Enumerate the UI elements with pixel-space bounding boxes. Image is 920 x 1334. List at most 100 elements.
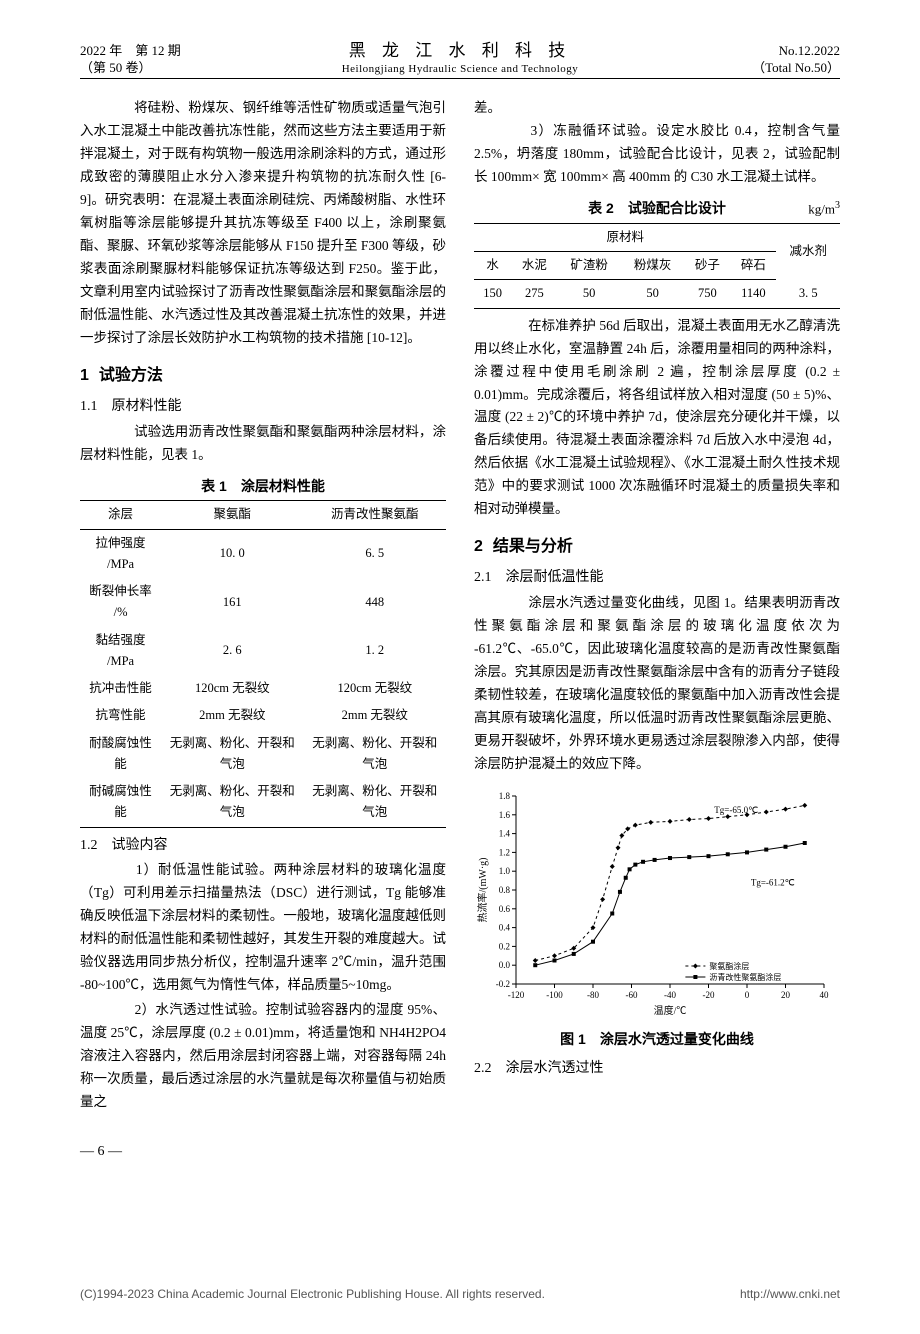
svg-text:1.4: 1.4	[499, 828, 511, 838]
table-cell: 2. 6	[161, 627, 303, 676]
table-header: 聚氨酯	[161, 501, 303, 529]
table-cell: 拉伸强度 /MPa	[80, 529, 161, 578]
table-cell: 抗弯性能	[80, 702, 161, 729]
svg-text:0: 0	[745, 990, 750, 1000]
header-right: No.12.2022 （Total No.50）	[660, 43, 840, 77]
table-cell: 50	[621, 280, 684, 308]
subsection-2-2: 2.2 涂层水汽透过性	[474, 1057, 840, 1081]
section-1-heading: 1试验方法	[80, 362, 446, 389]
table-row: 断裂伸长率 /%161448	[80, 578, 446, 627]
cnki-url: http://www.cnki.net	[740, 1284, 840, 1304]
journal-header: 2022 年 第 12 期 （第 50 卷） 黑 龙 江 水 利 科 技 Hei…	[80, 40, 840, 79]
section-2-title: 结果与分析	[493, 538, 573, 555]
table-cell: 150	[474, 280, 511, 308]
svg-text:-0.2: -0.2	[496, 979, 510, 989]
table-cell: 120cm 无裂纹	[161, 675, 303, 702]
total-no: （Total No.50）	[660, 60, 840, 77]
table-header: 水泥	[511, 252, 557, 280]
svg-text:温度/℃: 温度/℃	[654, 1004, 687, 1016]
t2-last-header: 减水剂	[776, 223, 840, 280]
svg-text:0.4: 0.4	[499, 922, 511, 932]
copyright-text: (C)1994-2023 China Academic Journal Elec…	[80, 1284, 545, 1304]
p-after-t2: 在标准养护 56d 后取出，混凝土表面用无水乙醇清洗用以终止水化，室温静置 24…	[474, 315, 840, 521]
table-header: 粉煤灰	[621, 252, 684, 280]
table-2-caption-text: 表 2 试验配合比设计	[588, 200, 726, 216]
svg-text:0.8: 0.8	[499, 885, 511, 895]
left-column: 将硅粉、粉煤灰、钢纤维等活性矿物质或适量气泡引入水工混凝土中能改善抗冻性能，然而…	[80, 97, 446, 1115]
table-2-unit: kg/m3	[808, 197, 840, 220]
table-header: 矿渣粉	[557, 252, 620, 280]
figure-1-caption: 图 1 涂层水汽透过量变化曲线	[474, 1028, 840, 1052]
table-cell: 无剥离、粉化、开裂和气泡	[304, 778, 446, 827]
table-cell: 161	[161, 578, 303, 627]
svg-text:-20: -20	[703, 990, 715, 1000]
table-cell: 448	[304, 578, 446, 627]
svg-text:0.2: 0.2	[499, 941, 510, 951]
intro-paragraph: 将硅粉、粉煤灰、钢纤维等活性矿物质或适量气泡引入水工混凝土中能改善抗冻性能，然而…	[80, 97, 446, 349]
svg-text:40: 40	[820, 990, 830, 1000]
table-cell: 1140	[730, 280, 776, 308]
publisher-footer: (C)1994-2023 China Academic Journal Elec…	[80, 1284, 840, 1304]
subsection-1-1: 1.1 原材料性能	[80, 395, 446, 419]
svg-text:-120: -120	[508, 990, 525, 1000]
table-row: 抗冲击性能120cm 无裂纹120cm 无裂纹	[80, 675, 446, 702]
table-cell: 2mm 无裂纹	[304, 702, 446, 729]
table-row: 耐碱腐蚀性能无剥离、粉化、开裂和气泡无剥离、粉化、开裂和气泡	[80, 778, 446, 827]
table-cell: 断裂伸长率 /%	[80, 578, 161, 627]
svg-text:-60: -60	[626, 990, 638, 1000]
table-cell: 6. 5	[304, 529, 446, 578]
svg-text:聚氨酯涂层: 聚氨酯涂层	[709, 961, 749, 971]
table-header: 碎石	[730, 252, 776, 280]
p-1-2a: 1）耐低温性能试验。两种涂层材料的玻璃化温度（Tg）可利用差示扫描量热法（DSC…	[80, 859, 446, 997]
p-1-1: 试验选用沥青改性聚氨酯和聚氨酯两种涂层材料，涂层材料性能，见表 1。	[80, 421, 446, 467]
svg-text:Tg=-61.2℃: Tg=-61.2℃	[751, 877, 795, 887]
table-cell: 120cm 无裂纹	[304, 675, 446, 702]
svg-text:1.8: 1.8	[499, 791, 511, 801]
volume: （第 50 卷）	[80, 60, 260, 77]
table-cell: 无剥离、粉化、开裂和气泡	[161, 778, 303, 827]
svg-text:1.2: 1.2	[499, 847, 510, 857]
table-cell: 3. 5	[776, 280, 840, 308]
table-cell: 无剥离、粉化、开裂和气泡	[304, 730, 446, 779]
header-left: 2022 年 第 12 期 （第 50 卷）	[80, 43, 260, 77]
subsection-1-2: 1.2 试验内容	[80, 834, 446, 858]
table-cell: 1. 2	[304, 627, 446, 676]
table-cell: 黏结强度 /MPa	[80, 627, 161, 676]
section-2-num: 2	[474, 538, 483, 555]
table-1: 涂层聚氨酯沥青改性聚氨酯 拉伸强度 /MPa10. 06. 5断裂伸长率 /%1…	[80, 500, 446, 827]
table-cell: 10. 0	[161, 529, 303, 578]
table-2-caption: 表 2 试验配合比设计 kg/m3	[474, 197, 840, 221]
table-cell: 50	[557, 280, 620, 308]
p-2-1: 涂层水汽透过量变化曲线，见图 1。结果表明沥青改性聚氨酯涂层和聚氨酯涂层的玻璃化…	[474, 592, 840, 776]
table-1-caption: 表 1 涂层材料性能	[80, 475, 446, 499]
table-header: 涂层	[80, 501, 161, 529]
svg-text:1.0: 1.0	[499, 866, 511, 876]
section-1-title: 试验方法	[99, 367, 163, 384]
table-row: 抗弯性能2mm 无裂纹2mm 无裂纹	[80, 702, 446, 729]
issue-no: No.12.2022	[660, 43, 840, 60]
figure-1: -120-100-80-60-40-2002040-0.20.00.20.40.…	[474, 786, 840, 1052]
table-row: 耐酸腐蚀性能无剥离、粉化、开裂和气泡无剥离、粉化、开裂和气泡	[80, 730, 446, 779]
svg-text:热流率/(mW·g): 热流率/(mW·g)	[476, 857, 489, 922]
table-header: 沥青改性聚氨酯	[304, 501, 446, 529]
svg-text:20: 20	[781, 990, 791, 1000]
svg-text:-80: -80	[587, 990, 599, 1000]
journal-title-cn: 黑 龙 江 水 利 科 技	[260, 40, 660, 62]
right-column: 差。 3）冻融循环试验。设定水胶比 0.4，控制含气量 2.5%，坍落度 180…	[474, 97, 840, 1115]
svg-text:-100: -100	[546, 990, 563, 1000]
svg-text:-40: -40	[664, 990, 676, 1000]
p-3: 3）冻融循环试验。设定水胶比 0.4，控制含气量 2.5%，坍落度 180mm，…	[474, 120, 840, 189]
table-cell: 750	[684, 280, 730, 308]
table-cell: 275	[511, 280, 557, 308]
table-cell: 耐酸腐蚀性能	[80, 730, 161, 779]
journal-title-en: Heilongjiang Hydraulic Science and Techn…	[260, 62, 660, 76]
svg-text:0.6: 0.6	[499, 903, 511, 913]
table-cell: 无剥离、粉化、开裂和气泡	[161, 730, 303, 779]
page-number: — 6 —	[80, 1140, 840, 1164]
table-header: 水	[474, 252, 511, 280]
table-cell: 耐碱腐蚀性能	[80, 778, 161, 827]
table-header: 砂子	[684, 252, 730, 280]
continuation: 差。	[474, 97, 840, 120]
table-cell: 2mm 无裂纹	[161, 702, 303, 729]
issue-year: 2022 年 第 12 期	[80, 43, 260, 60]
